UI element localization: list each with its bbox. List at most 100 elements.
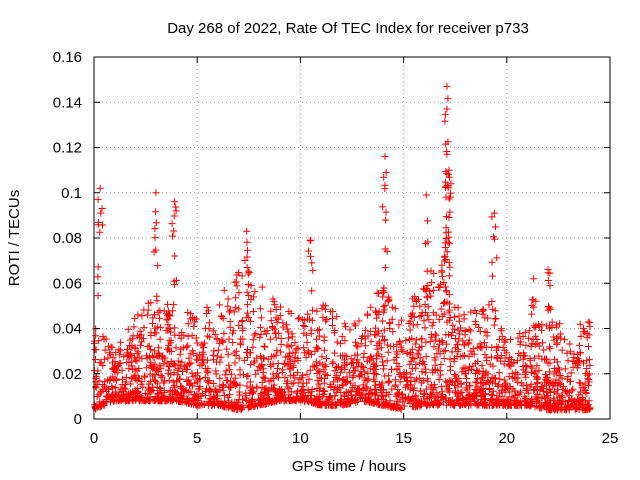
data-point-1146	[222, 367, 230, 375]
data-point-2320	[106, 377, 114, 385]
data-point-415	[236, 381, 244, 389]
data-point-1777	[365, 391, 373, 399]
data-point-1361	[307, 351, 315, 359]
data-point-1367	[412, 364, 420, 372]
data-point-1597	[259, 368, 267, 376]
data-point-609	[116, 347, 124, 355]
data-point-2648	[307, 330, 315, 338]
data-point-130	[298, 315, 306, 323]
data-point-2579	[344, 395, 352, 403]
data-point-2661	[382, 216, 390, 224]
data-point-2543	[257, 390, 265, 398]
data-point-850	[336, 340, 344, 348]
data-point-2420	[533, 390, 541, 398]
data-point-1958	[163, 397, 171, 405]
data-point-2038	[299, 379, 307, 387]
data-point-1459	[279, 323, 287, 331]
data-point-2240	[363, 310, 371, 318]
data-point-1809	[458, 368, 466, 376]
data-point-187	[145, 342, 153, 350]
data-point-2721	[490, 321, 498, 329]
data-point-1618	[363, 357, 371, 365]
data-point-1099	[361, 374, 369, 382]
data-point-1595	[247, 361, 255, 369]
data-point-11	[205, 319, 213, 327]
data-point-1519	[381, 301, 389, 309]
y-tick-label-0: 0	[74, 411, 82, 428]
data-point-999	[341, 320, 349, 328]
data-point-2410	[112, 390, 120, 398]
data-point-2200	[246, 317, 254, 325]
data-point-1243	[151, 347, 159, 355]
data-point-2617	[154, 308, 162, 316]
data-point-2226	[304, 310, 312, 318]
data-point-2551	[165, 337, 173, 345]
data-point-2537	[267, 376, 275, 384]
data-point-2262	[360, 350, 368, 358]
data-point-2147	[431, 336, 439, 344]
data-point-1764	[576, 342, 584, 350]
data-point-2374	[278, 389, 286, 397]
data-point-2245	[472, 369, 480, 377]
data-point-1523	[531, 368, 539, 376]
data-point-1951	[242, 348, 250, 356]
data-point-1953	[408, 345, 416, 353]
data-point-611	[104, 354, 112, 362]
data-point-2669	[421, 301, 429, 309]
y-tick-label-7: 0.14	[53, 94, 82, 111]
data-point-2249	[488, 343, 496, 351]
data-point-1328	[404, 393, 412, 401]
data-point-2056	[99, 385, 107, 393]
data-point-1791	[564, 401, 572, 409]
data-point-1166	[481, 351, 489, 359]
data-point-1644	[293, 368, 301, 376]
data-point-1975	[109, 384, 117, 392]
data-point-2750	[546, 269, 554, 277]
data-point-982	[419, 377, 427, 385]
data-point-1751	[298, 371, 306, 379]
data-point-2586	[120, 384, 128, 392]
data-point-2020	[258, 283, 266, 291]
data-point-1082	[567, 369, 575, 377]
data-point-1821	[410, 355, 418, 363]
data-point-2541	[463, 393, 471, 401]
data-point-2751	[546, 345, 554, 353]
data-point-2313	[294, 344, 302, 352]
data-point-1143	[318, 304, 326, 312]
data-point-1169	[244, 372, 252, 380]
data-point-2012	[101, 346, 109, 354]
data-point-1652	[165, 347, 173, 355]
data-point-2660	[382, 208, 390, 216]
data-point-2188	[545, 386, 553, 394]
data-point-2532	[495, 335, 503, 343]
data-point-1172	[350, 320, 358, 328]
data-point-2115	[411, 340, 419, 348]
data-point-1877	[111, 358, 119, 366]
data-point-193	[117, 338, 125, 346]
data-point-2170	[566, 389, 574, 397]
data-point-1756	[104, 342, 112, 350]
data-point-1656	[553, 368, 561, 376]
data-point-2497	[181, 363, 189, 371]
data-point-1634	[383, 357, 391, 365]
data-point-2167	[514, 334, 522, 342]
data-point-297	[333, 313, 341, 321]
data-point-1060	[439, 338, 447, 346]
data-point-138	[395, 321, 403, 329]
data-point-1043	[331, 367, 339, 375]
data-point-2610	[96, 184, 104, 192]
data-point-2519	[313, 385, 321, 393]
data-point-2508	[252, 370, 260, 378]
data-point-1031	[299, 322, 307, 330]
data-point-348	[576, 379, 584, 387]
data-point-2739	[530, 303, 538, 311]
data-point-2642	[243, 288, 251, 296]
data-point-2368	[188, 400, 196, 408]
data-point-1127	[524, 389, 532, 397]
data-point-429	[313, 343, 321, 351]
data-point-1660	[93, 393, 101, 401]
data-point-425	[176, 361, 184, 369]
data-point-2509	[406, 381, 414, 389]
data-point-2529	[431, 361, 439, 369]
y-tick-label-3: 0.06	[53, 275, 82, 292]
